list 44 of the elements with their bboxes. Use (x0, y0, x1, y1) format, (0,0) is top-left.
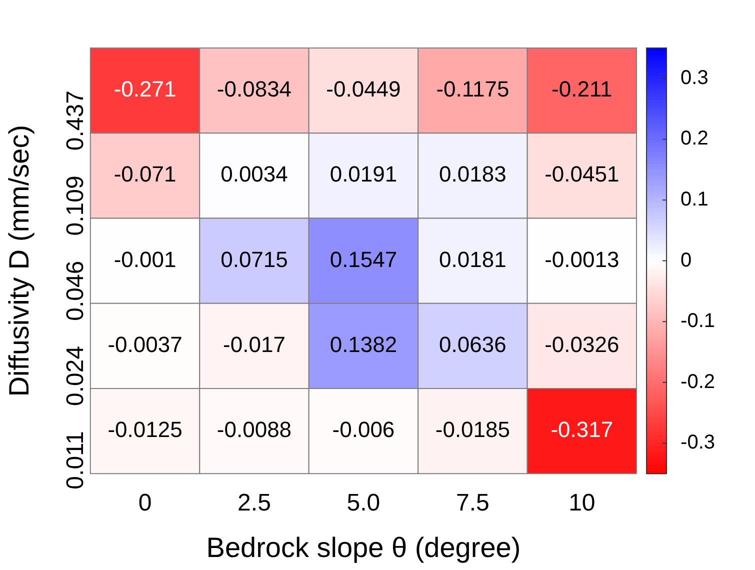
data-label: -0.0013 (544, 246, 620, 272)
data-label: -0.017 (223, 332, 286, 357)
data-label: 0.0636 (439, 332, 506, 357)
data-label: -0.071 (114, 162, 176, 187)
color-bar-label: -0.2 (680, 370, 716, 393)
data-label: -0.0185 (435, 417, 510, 442)
data-label: 0.1547 (330, 246, 398, 272)
data-label: -0.317 (550, 417, 614, 442)
y-tick-label: 0.046 (62, 260, 90, 321)
data-label: -0.006 (332, 417, 395, 442)
data-label: -0.0037 (108, 332, 182, 357)
color-bar-label: 0.2 (680, 128, 708, 150)
color-bar-label: -0.3 (680, 432, 716, 454)
data-label: 0.0183 (439, 162, 506, 187)
y-tick-label: 0.437 (62, 90, 90, 151)
y-tick-label: 0.011 (62, 431, 90, 490)
data-label: 0.0034 (220, 162, 288, 187)
data-label: -0.271 (114, 76, 176, 102)
y-tick-label: 0.109 (62, 176, 90, 236)
y-axis-title: Diffusivity D (mm/sec) (4, 124, 35, 397)
data-label: 0.0191 (330, 162, 398, 187)
data-label: -0.0834 (216, 76, 292, 102)
color-bar-label: -0.1 (680, 310, 716, 332)
data-label: -0.0125 (108, 417, 182, 442)
x-axis-title: Bedrock slope θ (degree) (206, 532, 521, 563)
data-label: -0.0088 (216, 417, 292, 442)
x-tick-label: 5.0 (346, 490, 380, 517)
data-label: 0.0181 (439, 246, 506, 272)
color-bar-label: 0.1 (680, 188, 708, 211)
x-tick-label: 2.5 (238, 490, 271, 517)
data-label: -0.0326 (544, 332, 620, 357)
y-tick-label: 0.024 (62, 346, 90, 406)
data-label: -0.001 (114, 246, 176, 272)
data-label: -0.211 (552, 76, 612, 102)
color-bar-label: 0.3 (680, 66, 708, 89)
x-tick-label: 0 (138, 490, 152, 517)
data-label: -0.0449 (326, 76, 401, 102)
color-bar-label: 0 (680, 249, 692, 272)
x-tick-label: 10 (568, 490, 596, 517)
data-label: -0.1175 (436, 76, 510, 102)
data-label: 0.1382 (330, 332, 398, 357)
data-label: -0.0451 (544, 162, 620, 187)
data-label: 0.0715 (220, 246, 288, 272)
x-tick-label: 7.5 (456, 490, 490, 517)
